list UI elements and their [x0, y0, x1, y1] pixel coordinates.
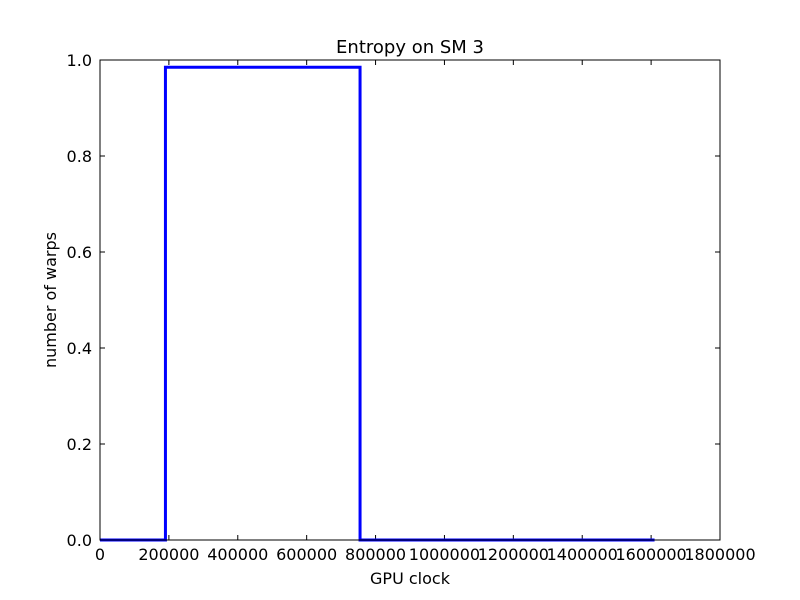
x-tick-label: 0	[95, 545, 105, 564]
x-tick-label: 800000	[345, 545, 406, 564]
y-tick-label: 0.0	[67, 531, 92, 550]
chart-title: Entropy on SM 3	[336, 37, 484, 58]
x-tick-label: 200000	[138, 545, 199, 564]
y-tick-label: 0.2	[67, 435, 92, 454]
y-tick-label: 1.0	[67, 51, 92, 70]
x-tick-label: 1200000	[478, 545, 549, 564]
y-tick-label: 0.4	[67, 339, 92, 358]
series-line	[100, 65, 655, 542]
x-tick-label: 1600000	[615, 545, 686, 564]
x-tick-label: 1800000	[684, 545, 755, 564]
ticks-layer: 0 200000 400000 600000 800000 100000012000001…	[67, 51, 756, 564]
x-tick-label: 1000000	[409, 545, 480, 564]
x-axis-label: GPU clock	[370, 569, 451, 588]
series-layer	[100, 65, 655, 542]
y-tick-label: 0.8	[67, 147, 92, 166]
y-tick-label: 0.6	[67, 243, 92, 262]
x-tick-label: 1400000	[547, 545, 618, 564]
y-axis-label: number of warps	[41, 232, 60, 368]
x-tick-label: 400000	[207, 545, 268, 564]
x-tick-label: 600000	[276, 545, 337, 564]
plot-frame	[99, 59, 721, 541]
